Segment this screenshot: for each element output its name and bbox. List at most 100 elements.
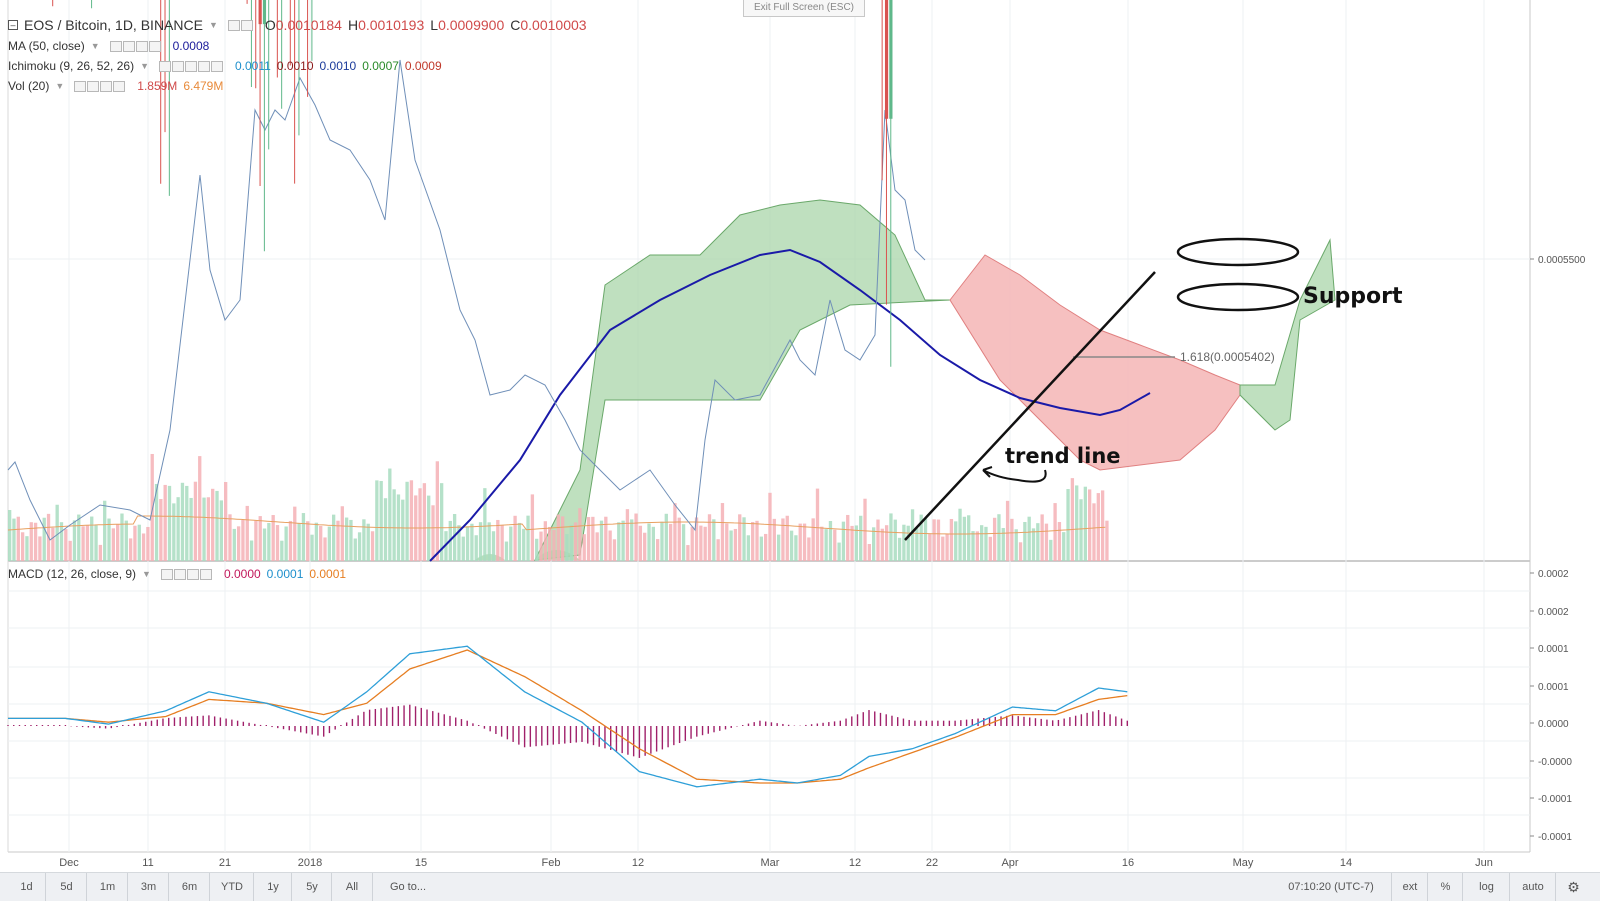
range-button-5y[interactable]: 5y [291,873,332,901]
chevron-down-icon[interactable]: ▼ [208,20,218,30]
volume-bar [863,498,867,561]
volume-bar [280,540,284,561]
lagging-span-line [7,59,926,541]
trend-line[interactable] [904,271,1156,541]
volume-bar [725,523,729,561]
volume-bar [478,522,483,561]
chevron-down-icon[interactable]: ▼ [140,61,149,71]
volume-bar [1049,539,1053,561]
volume-bar [811,518,815,561]
candle-body[interactable] [258,0,262,25]
time-label: May [1233,857,1254,869]
macd-tick-label: 0.0000 [1538,719,1569,730]
price-tick-label: 0.0005500 [1538,255,1586,266]
circle-annotation [1176,282,1300,312]
time-label: Mar [761,857,780,869]
volume-bar [694,517,699,561]
volume-bar [785,515,789,561]
time-label: Jun [1475,857,1493,869]
macd-tick-label: -0.0001 [1538,832,1572,843]
volume-bar [1005,500,1010,561]
volume-bar [418,488,422,561]
exit-fullscreen-button[interactable]: Exit Full Screen (ESC) [743,0,865,17]
scale-button-log[interactable]: log [1462,873,1510,901]
ma-label[interactable]: MA (50, close) [8,39,85,53]
volume-bar [509,526,513,561]
volume-bar [776,534,781,561]
collapse-icon[interactable]: – [8,20,18,30]
volume-bar [487,522,491,561]
series-settings-icons[interactable] [227,19,253,31]
volume-bar [936,519,941,561]
volume-bar [1018,542,1023,561]
chevron-down-icon[interactable]: ▼ [55,81,65,91]
volume-bar [332,514,336,561]
volume-bar [457,525,461,561]
range-button-1d[interactable]: 1d [20,881,33,893]
vol-settings-icons[interactable] [74,80,126,92]
volume-bar [664,513,668,561]
volume-bar [751,522,755,561]
volume-bar [893,519,897,561]
candle-body[interactable] [889,0,893,119]
volume-bar [176,497,180,561]
volume-bar [440,483,444,561]
volume-bar [128,538,133,561]
macd-settings-icons[interactable] [160,568,212,580]
candle-body[interactable] [884,0,889,119]
volume-bar [1105,520,1109,561]
goto-button[interactable]: Go to... [372,873,443,901]
volume-bar [94,525,98,561]
volume-bar [876,519,880,561]
scale-button-percent[interactable]: % [1427,873,1463,901]
ma-settings-icons[interactable] [109,40,161,52]
volume-bar [51,527,55,561]
volume-bar [16,516,20,561]
volume-bar [729,530,733,561]
user-drawings[interactable] [904,237,1300,541]
fib-retracement[interactable]: 0(0.0013019)0.236(0.0011908)0.382(0.0011… [1073,0,1275,364]
range-button-1y[interactable]: 1y [253,873,292,901]
ichimoku-settings-icons[interactable] [159,60,223,72]
candle-body[interactable] [262,0,267,25]
volume-bar [984,526,988,561]
volume-bar [638,525,643,561]
volume-bar [569,525,573,561]
chevron-down-icon[interactable]: ▼ [142,569,151,579]
volume-bar [716,539,720,561]
range-button-6m[interactable]: 6m [168,873,210,901]
volume-bar [712,519,716,561]
volume-bar [707,514,712,561]
volume-bar [12,518,16,561]
volume-bar [1083,486,1087,561]
ichimoku-label[interactable]: Ichimoku (9, 26, 52, 26) [8,59,135,73]
range-button-3m[interactable]: 3m [127,873,169,901]
volume-bar [124,520,128,561]
symbol-title[interactable]: EOS / Bitcoin, 1D, BINANCE [24,17,203,33]
scale-button-auto[interactable]: auto [1509,873,1556,901]
ohlc-key: C [510,17,521,33]
gear-icon[interactable]: ⚙ [1555,873,1591,901]
volume-bar [720,503,725,561]
range-button-5d[interactable]: 5d [45,873,87,901]
fib-label: 1.618(0.0005402) [1180,350,1275,364]
macd-pane [7,645,1129,788]
vol-label[interactable]: Vol (20) [8,79,50,93]
volume-bar [1040,514,1044,561]
volume-bar [902,524,906,561]
ohlc-key: L [430,17,439,33]
range-button-1m[interactable]: 1m [86,873,128,901]
volume-bar [539,531,543,561]
chevron-down-icon[interactable]: ▼ [90,41,100,51]
range-button-ytd[interactable]: YTD [209,873,254,901]
volume-bar [1092,503,1096,561]
ohlc-values: O0.0010184 H0.0010193 L0.0009900 C0.0010003 [259,17,587,33]
volume-bar [859,515,863,561]
ohlc-key: H [347,17,359,33]
macd-label[interactable]: MACD (12, 26, close, 9) [8,567,137,581]
time-label: 11 [142,857,153,869]
volume-bar [64,529,68,561]
scale-button-ext[interactable]: ext [1391,873,1428,901]
range-button-all[interactable]: All [331,873,372,901]
